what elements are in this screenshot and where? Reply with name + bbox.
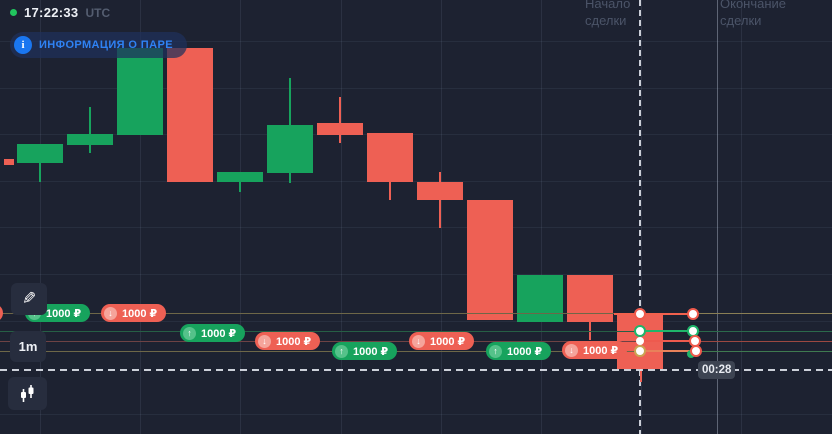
trade-level-line xyxy=(0,330,640,332)
bet-badge-down: ↓ 1000 ₽ xyxy=(255,332,321,350)
candle-body xyxy=(317,123,363,135)
trade-level-line-active xyxy=(640,340,695,342)
arrow-up-icon: ↑ xyxy=(335,344,348,358)
gridline-horizontal xyxy=(0,321,832,322)
bet-badge-down: ↓1000 ₽ xyxy=(0,304,4,322)
current-price-line xyxy=(0,369,832,371)
trade-level-line xyxy=(693,313,832,314)
bet-amount: 1000 ₽ xyxy=(201,327,237,340)
candle-wick xyxy=(439,172,441,228)
gridline-vertical xyxy=(641,0,642,434)
gridline-vertical xyxy=(741,0,742,434)
candle-wick xyxy=(239,172,241,192)
trade-point-dot xyxy=(636,337,644,345)
gridline-horizontal xyxy=(0,134,832,135)
trade-level-line xyxy=(0,350,640,352)
candle-body xyxy=(417,182,463,200)
candle-body xyxy=(517,275,563,322)
pencil-icon: ✎ xyxy=(21,289,37,308)
bet-amount: 1000 ₽ xyxy=(430,335,466,348)
trade-level-line-active xyxy=(640,330,693,332)
trade-point-dot xyxy=(690,345,702,357)
gridline-vertical xyxy=(441,0,442,434)
candle-wick xyxy=(339,97,341,143)
trade-point-dot xyxy=(634,307,646,320)
trade-point-dot xyxy=(634,325,646,337)
bet-amount: 1000 ₽ xyxy=(276,335,312,348)
bet-amount: 1000 ₽ xyxy=(583,344,619,357)
expiry-countdown-badge: 00:28 xyxy=(698,361,736,379)
arrow-down-icon: ↓ xyxy=(258,334,271,348)
candle-body xyxy=(67,134,113,145)
gridline-horizontal xyxy=(0,88,832,89)
candle-wick xyxy=(89,107,91,153)
candle-body xyxy=(17,144,63,163)
bet-badge-down: ↓ 1000 ₽ xyxy=(562,341,628,359)
trade-end-label-line2: сделки xyxy=(720,13,762,28)
candle-body xyxy=(217,172,263,182)
info-icon: i xyxy=(14,36,32,54)
gridline-vertical xyxy=(40,0,41,434)
arrow-down-icon: ↓ xyxy=(104,306,117,320)
bet-badge-up: ↑ 1000 ₽ xyxy=(180,324,246,342)
trade-point-dot xyxy=(634,345,646,357)
gridline-vertical xyxy=(240,0,241,434)
gridline-horizontal xyxy=(0,181,832,182)
chart-type-button[interactable] xyxy=(8,377,47,410)
bet-badge-down: ↓ 1000 ₽ xyxy=(409,332,475,350)
gridline-horizontal xyxy=(0,41,832,42)
bet-badge-down: ↓ 1000 ₽ xyxy=(101,304,167,322)
trade-expiry-line xyxy=(717,0,718,434)
trade-level-line xyxy=(695,340,832,342)
trade-level-line-active xyxy=(614,312,693,315)
trade-level-line xyxy=(693,330,832,332)
trade-start-line xyxy=(639,0,641,434)
bet-amount: 1000 ₽ xyxy=(353,345,389,358)
bet-badge-up: ↑ 1000 ₽ xyxy=(332,342,398,360)
trade-level-line-active xyxy=(640,350,696,352)
trade-level-line xyxy=(696,350,832,352)
candle-wick xyxy=(39,144,41,182)
trade-start-label-line2: сделки xyxy=(585,13,627,28)
candle-body xyxy=(567,275,613,322)
gridline-vertical xyxy=(140,0,141,434)
timeframe-button[interactable]: 1m xyxy=(10,331,46,362)
bet-badge-up: ↑ 1000 ₽ xyxy=(486,342,552,360)
trade-start-label: Начало сделки xyxy=(585,0,630,29)
gridline-horizontal xyxy=(0,227,832,228)
trade-point-dot xyxy=(687,307,699,320)
candle-body xyxy=(4,159,14,165)
candle-body xyxy=(367,133,413,182)
arrow-up-icon: ↑ xyxy=(183,326,196,340)
timezone-label: UTC xyxy=(85,5,111,20)
gridline-horizontal xyxy=(0,414,832,415)
gridline-vertical xyxy=(341,0,342,434)
pair-info-button[interactable]: i ИНФОРМАЦИЯ О ПАРЕ xyxy=(10,32,187,58)
candle-body xyxy=(117,48,163,135)
arrow-down-icon: ↓ xyxy=(565,343,578,357)
server-time: 17:22:33 UTC xyxy=(10,5,110,20)
pair-info-label: ИНФОРМАЦИЯ О ПАРЕ xyxy=(39,39,173,51)
time-value: 17:22:33 xyxy=(24,5,79,20)
arrow-up-icon: ↑ xyxy=(489,344,502,358)
arrow-down-icon: ↓ xyxy=(412,334,425,348)
candles-icon xyxy=(21,385,34,402)
drawing-tools-button[interactable]: ✎ xyxy=(11,283,47,315)
bet-amount: 1000 ₽ xyxy=(507,345,543,358)
trade-end-label: Окончание сделки xyxy=(720,0,786,29)
gridline-vertical xyxy=(541,0,542,434)
gridline-horizontal xyxy=(0,274,832,275)
trade-end-label-line1: Окончание xyxy=(720,0,787,11)
bet-amount: 1000 ₽ xyxy=(46,307,82,320)
candle-body xyxy=(267,125,313,173)
bet-amount: 1000 ₽ xyxy=(122,307,158,320)
candle-body xyxy=(167,48,213,182)
trade-start-label-line1: Начало xyxy=(585,0,631,11)
status-dot xyxy=(10,9,17,16)
trade-level-line xyxy=(0,313,614,314)
candle-body xyxy=(467,200,513,320)
